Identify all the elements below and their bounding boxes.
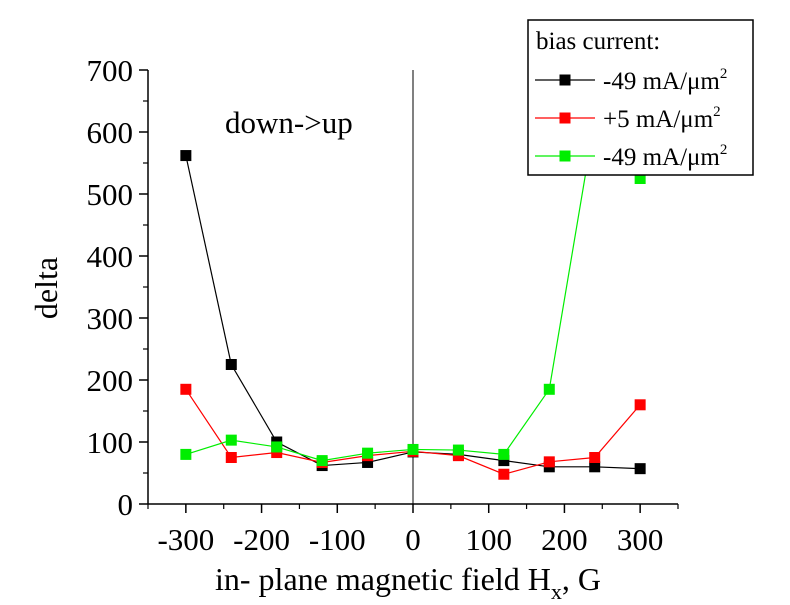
x-axis-title: in- plane magnetic field Hx, G [215,561,601,604]
legend-marker [559,112,571,124]
data-point [316,455,328,467]
data-point [362,447,374,459]
x-axis-title-sub: x [551,579,562,604]
data-point [543,456,555,468]
legend-marker [559,150,571,162]
legend-label: +5 mA/μm2 [603,104,721,133]
legend: bias current: -49 mA/μm2 +5 mA/μm2 -49 mA/… [527,19,754,176]
y-tick-label: 500 [87,177,134,212]
legend-box [527,19,754,176]
data-point [498,455,510,467]
data-point [634,399,646,411]
y-tick-label: 0 [118,487,134,522]
legend-label: -49 mA/μm2 [603,142,727,171]
y-tick-label: 300 [87,301,134,336]
annotation: down->up [225,105,353,140]
legend-entry-1: -49 mA/μm2 [535,66,727,95]
data-point [543,383,555,395]
y-tick-label: 700 [87,53,134,88]
legend-entry-2: +5 mA/μm2 [535,104,721,133]
data-point [589,461,601,473]
x-tick-label: 200 [541,522,588,557]
y-tick-label: 600 [87,115,134,150]
data-point [225,452,237,463]
x-tick-label: -300 [157,522,214,557]
data-point [452,444,464,456]
data-point [180,150,192,162]
data-point [225,359,237,370]
y-tick-label: 400 [87,239,134,274]
legend-entry-3: -49 mA/μm2 [535,142,727,171]
x-tick-label: 100 [465,522,512,557]
data-point [362,456,374,468]
data-point [634,173,646,184]
x-axis-title-main: in- plane magnetic field H [215,561,551,597]
data-point [498,448,510,460]
data-point [180,448,192,460]
data-point [271,441,283,453]
y-axis-title: delta [28,257,64,319]
data-point [225,434,237,446]
x-tick-label: -200 [233,522,290,557]
data-point [498,468,510,480]
y-tick-label: 200 [87,363,134,398]
x-tick-label: 0 [405,522,421,557]
x-tick-label: 300 [617,522,664,557]
axes: 0 100 200 300 400 500 600 700 -300 -200 -100 0 100 20… [87,53,679,557]
legend-label: -49 mA/μm2 [603,66,727,95]
data-point [589,452,601,463]
y-tick-label: 100 [87,425,134,460]
data-point [452,450,464,462]
x-axis-title-suffix: , G [562,561,601,597]
data-point [407,443,419,455]
legend-title: bias current: [536,28,660,55]
x-tick-label: -100 [309,522,366,557]
data-point [180,383,192,395]
legend-marker [559,74,571,86]
data-point [271,447,283,459]
data-point [634,463,646,475]
